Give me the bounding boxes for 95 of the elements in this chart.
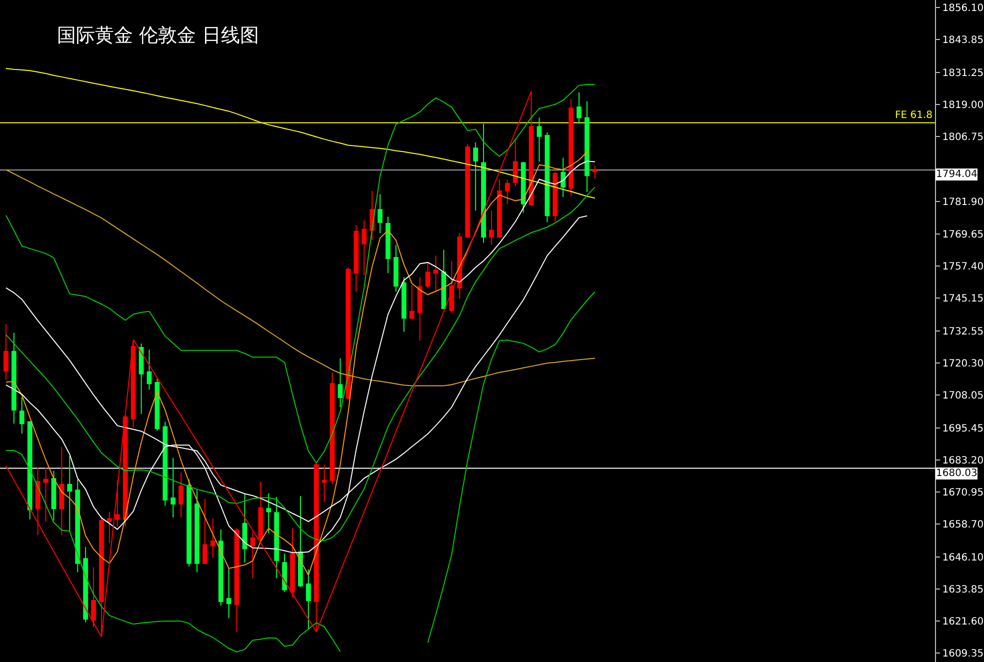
candlestick	[106, 511, 112, 544]
candlestick	[489, 210, 494, 246]
candlestick	[27, 421, 32, 520]
y-tick-label: 1769.65	[942, 229, 984, 240]
candlestick	[226, 568, 232, 619]
candlestick	[314, 462, 319, 632]
candlestick	[250, 530, 256, 579]
candlestick	[417, 276, 422, 342]
candlestick	[83, 546, 88, 623]
candlestick	[146, 349, 152, 390]
y-tick-label: 1621.60	[942, 616, 984, 628]
y-tick-label: 1695.45	[942, 423, 984, 434]
y-tick-label: 1831.25	[942, 68, 984, 80]
candlestick	[449, 260, 454, 314]
candlestick	[552, 171, 558, 222]
candlestick	[202, 498, 208, 564]
y-tick-label: 1670.95	[942, 488, 984, 499]
y-tick-label: 1658.70	[942, 520, 984, 531]
ref-line-label: FE 61.8	[895, 110, 933, 121]
candlestick	[512, 138, 518, 187]
candlestick	[298, 496, 303, 588]
y-tick-label: 1819.00	[942, 100, 984, 112]
candlestick	[481, 123, 486, 244]
candlestick	[186, 478, 192, 567]
candlestick	[290, 528, 295, 598]
candlestick	[274, 496, 280, 579]
candlestick	[242, 494, 248, 564]
candlestick	[178, 472, 184, 518]
line-series	[5, 84, 596, 464]
y-tick-label: 1609.35	[942, 648, 984, 660]
line-series	[5, 169, 596, 386]
candlestick	[234, 528, 240, 632]
candlestick	[322, 464, 327, 502]
candlestick	[394, 244, 398, 292]
candlestick	[114, 480, 120, 527]
candlestick	[266, 492, 272, 534]
candlestick	[465, 144, 470, 239]
candlestick	[592, 165, 598, 179]
text: 国际黄金 伦敦金 日线图	[57, 24, 260, 47]
candlestick	[258, 480, 264, 542]
candlestick	[67, 456, 72, 532]
candlestick	[560, 157, 566, 198]
candlestick	[409, 284, 414, 320]
candlestick	[386, 216, 390, 274]
ref-line-label: 1680.03	[936, 468, 978, 479]
candlestick	[536, 117, 542, 162]
y-tick-label: 1708.05	[942, 390, 984, 402]
y-tick-label: 1745.15	[942, 293, 984, 304]
y-tick-label: 1732.55	[942, 326, 984, 338]
candlestick	[19, 396, 24, 434]
y-tick-label: 1683.20	[942, 456, 984, 466]
candlestick	[441, 249, 446, 310]
y-tick-label: 1856.10	[942, 3, 984, 14]
y-tick-label: 1757.40	[942, 261, 984, 272]
candlestick	[35, 467, 40, 536]
candlestick	[520, 161, 526, 214]
candlestick	[210, 518, 216, 558]
y-tick-label: 1806.75	[942, 132, 984, 144]
candlestick	[504, 179, 510, 204]
candlestick	[51, 470, 56, 521]
candlestick	[122, 414, 128, 527]
candlestick	[354, 224, 359, 292]
candlestick	[338, 358, 343, 408]
candlestick	[362, 220, 367, 276]
candlestick	[59, 446, 64, 536]
y-tick-label: 1633.85	[942, 584, 984, 596]
y-tick-label: 1646.10	[942, 552, 984, 564]
candlestick	[130, 339, 136, 428]
candlestick	[75, 478, 80, 573]
candlestick	[378, 194, 383, 234]
candlestick	[433, 255, 438, 292]
candlestick	[425, 262, 430, 288]
candlestick	[218, 528, 224, 606]
candlestick	[91, 566, 96, 628]
candlestick	[568, 98, 574, 196]
candlestick	[11, 332, 16, 424]
candlestick	[401, 276, 406, 332]
candlestick	[170, 457, 176, 518]
candlestick	[306, 568, 311, 630]
y-tick-label: 1781.90	[942, 197, 984, 208]
y-tick-label: 1720.30	[942, 358, 984, 370]
candlestick	[194, 490, 200, 573]
ref-line-label: 1794.04	[936, 169, 978, 180]
candlestick	[162, 421, 168, 506]
candlestick	[576, 92, 582, 124]
candlestick	[473, 142, 478, 212]
candlestick	[138, 343, 144, 414]
y-tick-label: 1843.85	[942, 35, 984, 46]
candlestick	[584, 100, 590, 193]
candlestick	[4, 323, 8, 380]
candlestick	[43, 467, 48, 522]
candlestick	[497, 179, 502, 239]
candlestick	[282, 553, 287, 592]
candlestick	[457, 232, 462, 300]
candlestick	[330, 372, 335, 485]
